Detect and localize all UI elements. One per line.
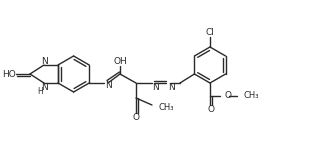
Text: OH: OH bbox=[113, 57, 127, 66]
Text: N: N bbox=[168, 82, 174, 91]
Text: H: H bbox=[37, 86, 43, 95]
Text: O: O bbox=[208, 106, 214, 115]
Text: CH₃: CH₃ bbox=[158, 103, 173, 111]
Text: N: N bbox=[152, 82, 158, 91]
Text: HO: HO bbox=[2, 70, 16, 78]
Text: CH₃: CH₃ bbox=[243, 91, 258, 100]
Text: O: O bbox=[224, 91, 231, 100]
Text: N: N bbox=[41, 57, 47, 66]
Text: O: O bbox=[132, 114, 139, 123]
Text: N: N bbox=[104, 82, 111, 90]
Text: N: N bbox=[41, 82, 47, 91]
Text: Cl: Cl bbox=[206, 28, 214, 37]
